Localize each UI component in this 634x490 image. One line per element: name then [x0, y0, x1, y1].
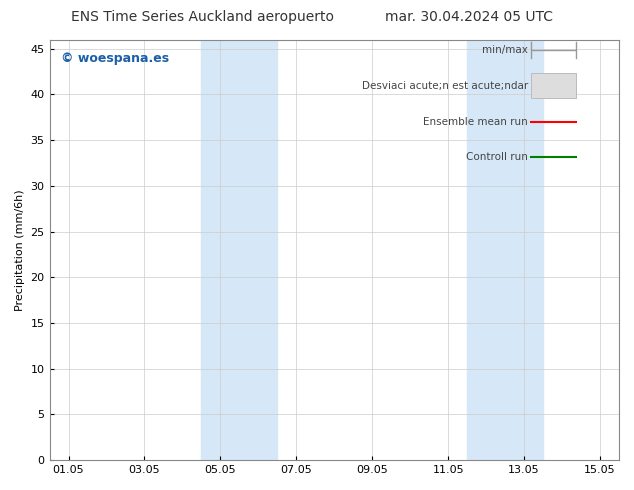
Point: [100, 451, 107, 457]
Text: Controll run: Controll run: [466, 152, 528, 162]
Text: mar. 30.04.2024 05 UTC: mar. 30.04.2024 05 UTC: [385, 10, 553, 24]
Point: [100, 450, 107, 456]
Point: [100, 448, 107, 454]
Point: [97, 451, 105, 457]
Text: Desviaci acute;n est acute;ndar: Desviaci acute;n est acute;ndar: [361, 81, 528, 91]
Point: [100, 448, 107, 454]
Bar: [202, 40, 277, 460]
Text: Ensemble mean run: Ensemble mean run: [423, 117, 528, 126]
Text: © woespana.es: © woespana.es: [61, 52, 169, 65]
Point: [97, 450, 105, 456]
Bar: [467, 40, 543, 460]
Point: [97, 448, 105, 454]
Point: [97, 448, 105, 454]
Y-axis label: Precipitation (mm/6h): Precipitation (mm/6h): [15, 189, 25, 311]
Bar: [531, 73, 576, 98]
Text: min/max: min/max: [482, 45, 528, 55]
Point: [100, 448, 107, 454]
Text: ENS Time Series Auckland aeropuerto: ENS Time Series Auckland aeropuerto: [72, 10, 334, 24]
Point: [97, 448, 105, 454]
